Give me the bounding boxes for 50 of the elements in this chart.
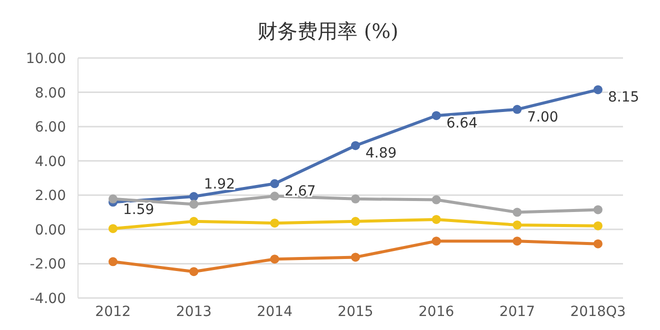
point [108, 257, 118, 266]
x-tick-label: 2017 [499, 304, 535, 320]
point [594, 85, 602, 94]
point [512, 104, 522, 114]
point [351, 141, 360, 150]
y-tick-label: 6.00 [34, 120, 66, 136]
point [270, 254, 280, 264]
point [189, 192, 198, 202]
y-tick-label: 10.00 [26, 51, 66, 67]
y-tick-label: 8.00 [34, 85, 66, 102]
data-label: 8.15 [608, 90, 640, 106]
point [108, 194, 118, 204]
chart-title: 财务费用率 (%) [258, 19, 398, 43]
point [512, 208, 522, 217]
y-tick-label: 4.00 [34, 154, 66, 170]
point [512, 220, 522, 230]
data-label: 2.67 [284, 184, 316, 200]
data-label: 7.00 [527, 109, 558, 126]
data-label: 1.59 [123, 202, 154, 218]
point [189, 267, 198, 276]
x-tick-label: 2014 [256, 304, 293, 320]
x-tick-label: 2012 [95, 304, 131, 320]
point [432, 111, 441, 120]
point [189, 200, 198, 209]
y-tick-label: -4.00 [30, 291, 66, 307]
point [432, 195, 441, 204]
point [108, 224, 118, 234]
point [189, 216, 198, 226]
point [512, 236, 522, 246]
data-label: 6.64 [446, 116, 478, 132]
point [270, 179, 280, 188]
point [594, 239, 602, 248]
y-tick-label: 2.00 [34, 188, 66, 204]
data-label: 1.92 [204, 176, 236, 193]
point [432, 236, 441, 246]
point [594, 205, 602, 214]
y-tick-label: 0.00 [34, 222, 66, 238]
y-tick-label: -2.00 [30, 256, 66, 273]
x-tick-label: 2018Q3 [570, 304, 626, 320]
point [351, 194, 360, 204]
x-tick-label: 2013 [176, 304, 212, 320]
data-label: 4.89 [366, 146, 397, 162]
point [270, 192, 280, 201]
point [432, 214, 441, 224]
point [594, 221, 602, 230]
x-tick-label: 2015 [338, 304, 374, 320]
x-tick-label: 2016 [418, 304, 454, 320]
point [351, 216, 360, 226]
point [351, 252, 360, 262]
point [270, 218, 280, 228]
